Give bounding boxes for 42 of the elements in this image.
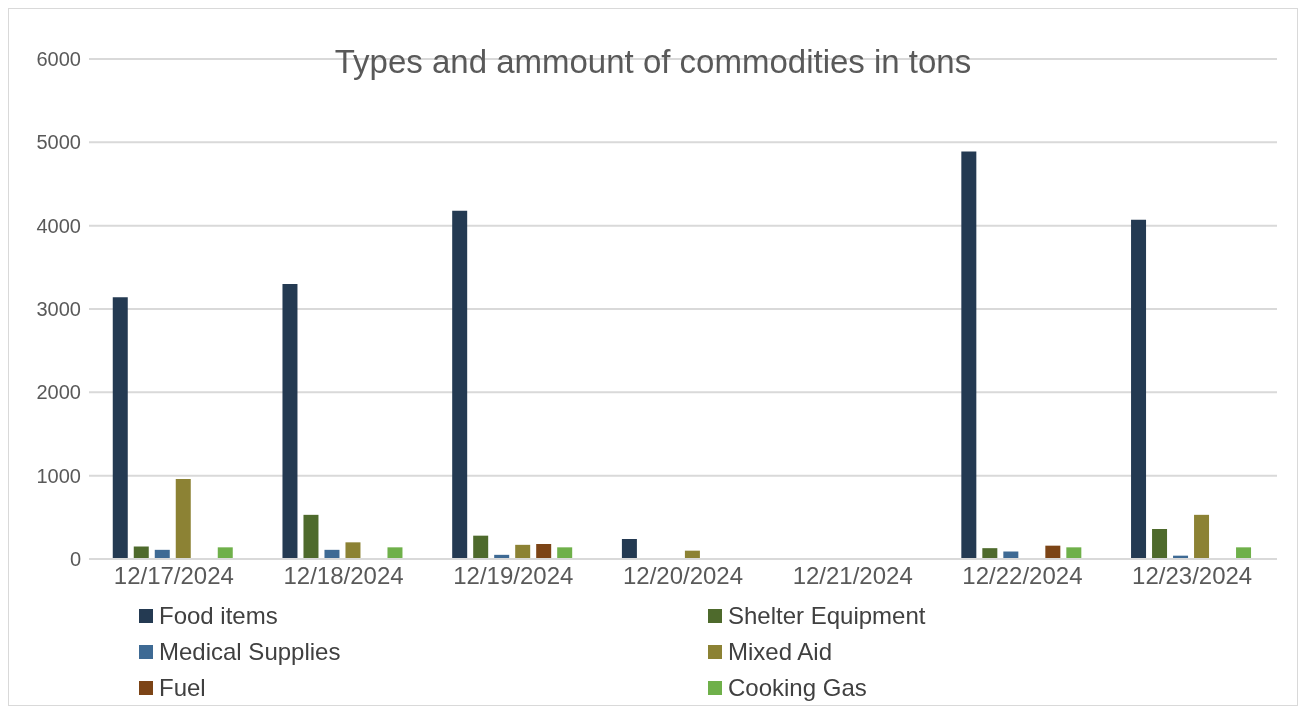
bar <box>303 514 319 559</box>
bar <box>1045 545 1061 559</box>
legend-label: Shelter Equipment <box>728 601 926 631</box>
x-tick-label: 12/23/2024 <box>1132 562 1253 590</box>
bar <box>557 547 573 559</box>
y-tick-label: 6000 <box>36 48 81 71</box>
legend-label: Mixed Aid <box>728 637 833 667</box>
y-tick-label: 1000 <box>36 464 81 487</box>
bar <box>452 210 468 559</box>
bar <box>1152 529 1168 559</box>
x-tick-label: 12/20/2024 <box>622 562 744 590</box>
y-tick-label: 4000 <box>36 214 81 237</box>
bar <box>1066 547 1082 559</box>
bar <box>175 479 191 559</box>
bar <box>387 547 403 559</box>
legend-label: Medical Supplies <box>159 637 341 667</box>
bar <box>1194 514 1210 559</box>
bar <box>217 547 233 559</box>
bar <box>621 539 637 559</box>
bar <box>345 542 361 559</box>
x-tick-label: 12/22/2024 <box>962 562 1083 590</box>
legend-label: Food items <box>159 601 278 631</box>
x-tick-label: 12/21/2024 <box>792 562 913 590</box>
y-tick-label: 0 <box>69 548 81 571</box>
legend-label: Fuel <box>159 673 206 703</box>
y-tick-label: 3000 <box>36 298 81 321</box>
chart-title: Types and ammount of commodities in tons <box>334 43 972 80</box>
bar <box>961 151 977 559</box>
bar <box>536 544 552 559</box>
bar <box>112 297 128 559</box>
bar <box>1131 219 1147 559</box>
legend-label: Cooking Gas <box>728 673 867 703</box>
bar <box>982 548 998 559</box>
bar <box>282 284 298 559</box>
x-tick-label: 12/17/2024 <box>113 562 234 590</box>
bar <box>473 535 489 559</box>
y-tick-label: 2000 <box>36 381 81 404</box>
x-tick-label: 12/19/2024 <box>453 562 574 590</box>
x-tick-label: 12/18/2024 <box>283 562 404 590</box>
y-tick-label: 5000 <box>36 131 81 154</box>
bar <box>1236 547 1252 559</box>
bar <box>515 544 531 559</box>
